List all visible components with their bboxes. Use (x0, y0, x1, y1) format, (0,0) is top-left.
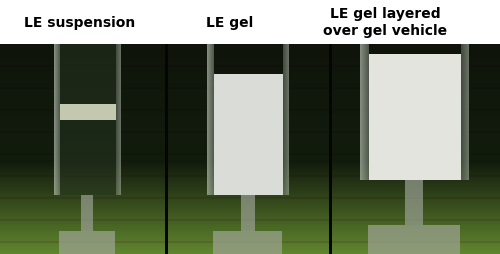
Text: LE gel: LE gel (206, 15, 254, 29)
Text: LE gel layered
over gel vehicle: LE gel layered over gel vehicle (323, 7, 447, 37)
Text: LE suspension: LE suspension (24, 15, 136, 29)
Bar (0, 0, 500, 45)
